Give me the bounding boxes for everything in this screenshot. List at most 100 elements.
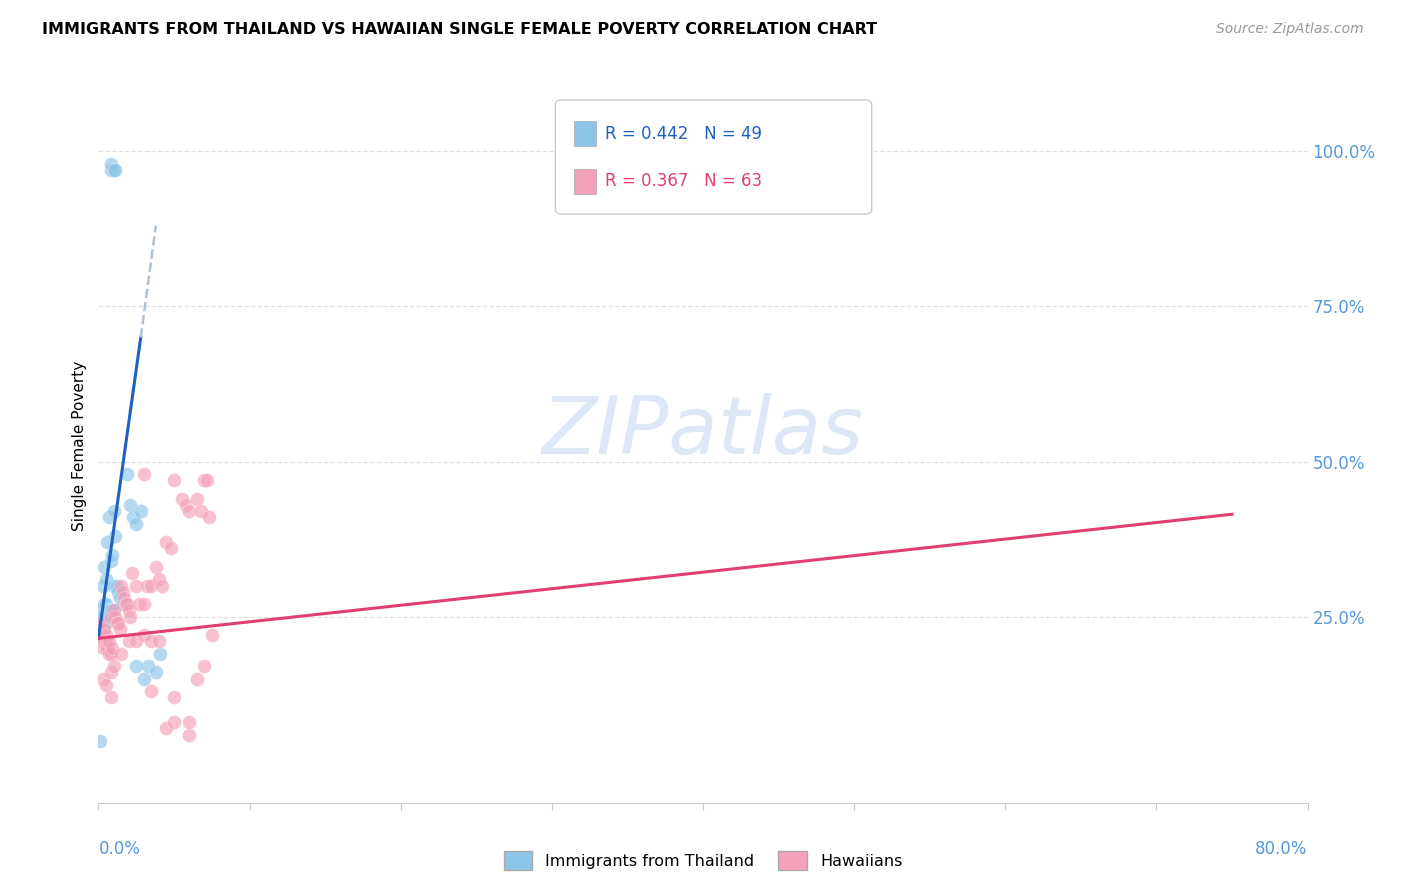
Point	[101, 640, 124, 655]
Point	[148, 634, 170, 648]
Point	[103, 603, 125, 617]
Point	[91, 615, 114, 630]
Point	[121, 566, 143, 581]
Point	[163, 690, 186, 705]
Point	[94, 573, 117, 587]
Point	[120, 498, 142, 512]
Point	[101, 603, 124, 617]
Point	[103, 579, 125, 593]
Point	[104, 529, 127, 543]
Point	[118, 634, 141, 648]
Point	[132, 597, 155, 611]
Point	[186, 672, 208, 686]
Point	[100, 665, 122, 680]
Point	[129, 504, 152, 518]
Point	[186, 491, 208, 506]
Point	[91, 628, 114, 642]
Point	[93, 634, 115, 648]
Point	[91, 579, 114, 593]
Point	[90, 615, 112, 630]
Point	[98, 603, 121, 617]
Point	[94, 615, 117, 630]
Point	[108, 622, 131, 636]
Point	[179, 504, 201, 518]
Point	[89, 622, 111, 636]
Point	[98, 609, 121, 624]
Text: 80.0%: 80.0%	[1256, 840, 1308, 858]
Point	[125, 579, 148, 593]
Point	[128, 597, 150, 611]
Point	[98, 634, 121, 648]
Point	[111, 584, 134, 599]
Point	[96, 609, 118, 624]
Point	[90, 609, 112, 624]
Point	[122, 510, 145, 524]
Point	[120, 609, 142, 624]
Point	[148, 573, 170, 587]
Point	[125, 516, 148, 531]
Point	[89, 615, 111, 630]
Text: 0.0%: 0.0%	[98, 840, 141, 858]
Point	[115, 597, 138, 611]
Point	[141, 634, 163, 648]
Point	[100, 690, 122, 705]
Point	[141, 579, 163, 593]
Point	[91, 672, 114, 686]
Point	[179, 727, 201, 741]
Point	[93, 597, 115, 611]
Point	[96, 634, 118, 648]
Point	[93, 609, 115, 624]
Point	[114, 597, 136, 611]
Legend: Immigrants from Thailand, Hawaiians: Immigrants from Thailand, Hawaiians	[498, 845, 908, 877]
Point	[125, 659, 148, 673]
Text: ZIPatlas: ZIPatlas	[541, 392, 865, 471]
Point	[197, 510, 219, 524]
Point	[110, 579, 132, 593]
Point	[89, 733, 111, 747]
Point	[160, 541, 183, 556]
Point	[195, 473, 218, 487]
Point	[125, 634, 148, 648]
Point	[179, 715, 201, 730]
Point	[141, 684, 163, 698]
Text: IMMIGRANTS FROM THAILAND VS HAWAIIAN SINGLE FEMALE POVERTY CORRELATION CHART: IMMIGRANTS FROM THAILAND VS HAWAIIAN SIN…	[42, 22, 877, 37]
Point	[90, 622, 112, 636]
Point	[105, 579, 128, 593]
Point	[93, 622, 115, 636]
Point	[96, 535, 118, 549]
Y-axis label: Single Female Poverty: Single Female Poverty	[72, 361, 87, 531]
Point	[111, 597, 134, 611]
Point	[90, 603, 112, 617]
Point	[110, 647, 132, 661]
Point	[105, 615, 128, 630]
Point	[108, 591, 131, 605]
Point	[93, 560, 115, 574]
Point	[90, 628, 112, 642]
Point	[150, 579, 173, 593]
Point	[118, 603, 141, 617]
Point	[103, 659, 125, 673]
Point	[89, 628, 111, 642]
Point	[136, 659, 159, 673]
Point	[89, 628, 111, 642]
Point	[94, 597, 117, 611]
Point	[145, 665, 167, 680]
Point	[101, 548, 124, 562]
Point	[132, 628, 155, 642]
Text: R = 0.442   N = 49: R = 0.442 N = 49	[605, 125, 762, 143]
Point	[132, 672, 155, 686]
Point	[90, 634, 112, 648]
Point	[103, 162, 125, 177]
Point	[100, 603, 122, 617]
Point	[100, 647, 122, 661]
Point	[190, 504, 212, 518]
Point	[100, 554, 122, 568]
Point	[107, 584, 129, 599]
Point	[103, 504, 125, 518]
Point	[107, 615, 129, 630]
Point	[155, 535, 177, 549]
Point	[96, 640, 118, 655]
Point	[163, 715, 186, 730]
Point	[174, 498, 197, 512]
Point	[89, 615, 111, 630]
